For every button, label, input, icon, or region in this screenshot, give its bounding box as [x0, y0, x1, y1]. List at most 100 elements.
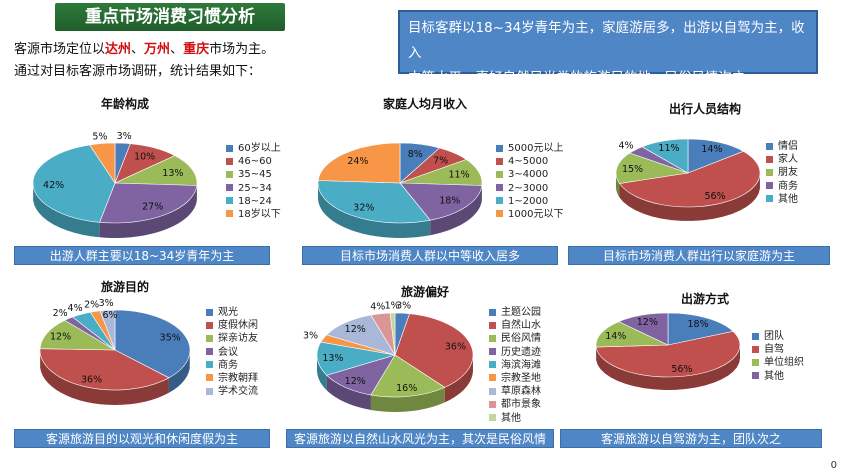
pie-slice	[399, 182, 483, 221]
city-wanzhou: 万州	[144, 42, 171, 57]
legend-swatch	[226, 157, 233, 165]
intro-sep-1: 、	[131, 42, 145, 57]
legend-item: 自驾	[752, 343, 804, 356]
legend-label: 自驾	[764, 344, 784, 356]
data-label: 12%	[50, 332, 71, 343]
legend-swatch	[206, 387, 213, 395]
data-label: 1%	[385, 300, 400, 311]
legend-item: 自然山水	[489, 319, 541, 332]
legend-swatch	[752, 345, 759, 353]
legend-item: 其他	[489, 412, 541, 425]
chart-caption: 客源旅游以自驾游为主，团队次之	[560, 429, 822, 448]
legend-swatch	[226, 144, 233, 152]
legend-item: 3~4000	[496, 168, 563, 181]
legend-item: 海滨海滩	[489, 359, 541, 372]
data-label: 13%	[162, 168, 183, 179]
legend-label: 1000元以下	[508, 208, 564, 220]
intro-line-1: 客源市场定位以达州、万州、重庆市场为主。	[14, 38, 274, 57]
data-label: 18%	[688, 319, 709, 330]
chart-legend: 团队 自驾 单位组织 其他	[752, 330, 804, 383]
intro-prefix: 客源市场定位以	[14, 42, 106, 57]
legend-item: 都市景象	[489, 398, 541, 411]
pie-slice	[39, 348, 170, 391]
data-label: 6%	[102, 310, 117, 321]
legend-swatch	[489, 400, 496, 408]
page-title: 重点市场消费习惯分析	[85, 7, 255, 27]
legend-item: 观光	[206, 306, 258, 319]
data-label: 3%	[396, 301, 411, 312]
legend-swatch	[489, 308, 496, 316]
legend-item: 60岁以上	[226, 142, 281, 155]
data-label: 3%	[117, 131, 132, 142]
chart-legend: 主题公园 自然山水 民俗风情 历史遗迹 海滨海滩 宗教圣地 草原森林 都市景象 其他	[489, 306, 541, 425]
legend-item: 会议	[206, 346, 258, 359]
legend-swatch	[489, 414, 496, 421]
legend-swatch	[226, 210, 233, 218]
legend-label: 团队	[764, 331, 784, 342]
legend-item: 4~5000	[496, 155, 563, 168]
chart-legend: 60岁以上 46~60 35~45 25~34 18~24 18岁以下	[226, 142, 281, 221]
pie-slice	[89, 142, 116, 184]
data-label: 56%	[671, 364, 692, 375]
legend-swatch	[489, 321, 496, 329]
pie-slice	[114, 155, 198, 186]
legend-swatch	[496, 197, 503, 205]
legend-item: 46~60	[226, 155, 281, 168]
data-label: 2%	[84, 299, 99, 310]
legend-item: 民俗风情	[489, 332, 541, 345]
pie-slice	[99, 182, 198, 224]
data-label: 15%	[622, 164, 643, 175]
legend-label: 5000元以上	[508, 143, 564, 154]
pie-slice-side	[99, 185, 197, 238]
pie-slice	[114, 309, 191, 379]
legend-swatch	[496, 210, 503, 218]
legend-label: 其他	[501, 412, 521, 424]
pie-slice	[317, 180, 431, 224]
pie-slice	[370, 354, 446, 398]
legend-label: 自然山水	[501, 320, 541, 332]
legend-label: 主题公园	[501, 307, 541, 318]
pie-slice-side	[40, 352, 169, 405]
pie-slice	[595, 321, 669, 348]
legend-item: 家人	[766, 153, 798, 166]
legend-swatch	[206, 348, 213, 356]
legend-label: 都市景象	[501, 399, 541, 411]
intro-suffix: 市场为主。	[209, 42, 275, 57]
legend-item: 18~24	[226, 195, 281, 208]
legend-swatch	[226, 170, 233, 178]
legend-swatch	[489, 387, 496, 395]
legend-swatch	[496, 157, 503, 165]
legend-label: 25~34	[238, 182, 272, 194]
pie-slice	[687, 138, 745, 174]
chart-title: 出游方式	[680, 292, 729, 306]
chart-caption: 出游人群主要以18~34岁青年为主	[14, 246, 270, 265]
legend-label: 草原森林	[501, 386, 541, 398]
legend-swatch	[766, 195, 773, 203]
data-label: 35%	[160, 333, 181, 344]
pie-slice-side	[430, 185, 482, 236]
legend-label: 学术交流	[218, 386, 258, 398]
legend-label: 4~5000	[508, 156, 549, 168]
legend-item: 25~34	[226, 182, 281, 195]
chart-legend: 观光 度假休闲 探亲访友 会议 商务 宗教朝拜 学术交流	[206, 306, 258, 398]
chart-title: 出行人员结构	[668, 102, 741, 116]
legend-label: 60岁以上	[238, 143, 281, 154]
legend-label: 会议	[218, 346, 238, 358]
pie-slice-side	[619, 174, 760, 221]
legend-label: 历史遗迹	[501, 346, 541, 358]
legend-item: 度假休闲	[206, 319, 258, 332]
legend-item: 35~45	[226, 168, 281, 181]
data-label: 4%	[619, 141, 634, 152]
legend-swatch	[766, 155, 773, 163]
legend-label: 度假休闲	[218, 320, 258, 332]
pie-slice	[316, 341, 396, 376]
data-label: 5%	[92, 131, 107, 142]
legend-swatch	[752, 372, 759, 380]
pie-slice	[39, 319, 117, 351]
legend-item: 其他	[766, 193, 798, 206]
legend-label: 观光	[218, 307, 238, 318]
legend-label: 46~60	[238, 156, 272, 168]
data-label: 11%	[658, 143, 679, 154]
